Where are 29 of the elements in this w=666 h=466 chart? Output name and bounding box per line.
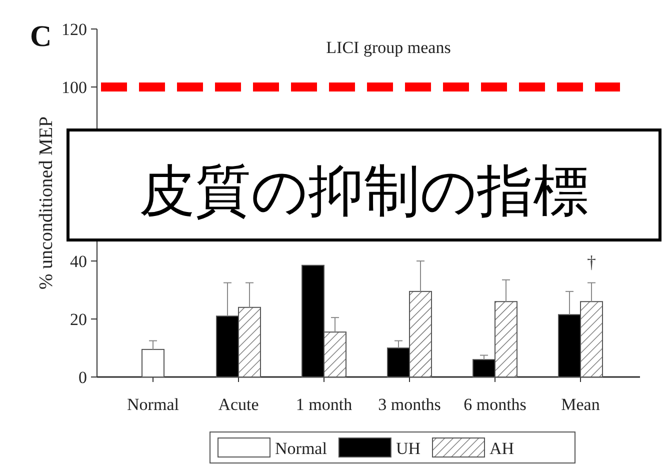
bar — [216, 316, 239, 378]
legend-label: AH — [490, 439, 514, 458]
legend-label: Normal — [275, 439, 328, 458]
y-tick-label: 0 — [78, 368, 87, 387]
banner: 皮質の抑制の指標 — [66, 128, 662, 242]
x-tick-label: Acute — [218, 395, 259, 414]
text: LICI group means — [326, 38, 451, 57]
text: C — [30, 20, 52, 53]
bar — [580, 301, 603, 378]
bar — [558, 314, 581, 378]
bar — [472, 359, 496, 378]
x-tick-label: Mean — [561, 395, 600, 414]
bar — [409, 290, 432, 378]
x-tick-label: 3 months — [378, 395, 441, 414]
bar — [387, 348, 410, 378]
bar — [238, 306, 261, 378]
y-axis-title: % unconditioned MEP — [36, 116, 57, 290]
bar — [142, 348, 164, 378]
y-tick-label: 120 — [62, 20, 87, 39]
annotation: 皮質の抑制の指標 — [139, 159, 589, 224]
x-tick-label: 6 months — [464, 395, 526, 414]
y-tick-label: 100 — [62, 78, 87, 97]
y-tick-label: 40 — [70, 252, 87, 271]
bar — [494, 301, 518, 378]
y-tick-label: 20 — [70, 310, 87, 329]
legend-label: UH — [396, 439, 420, 458]
x-tick-label: Normal — [127, 395, 180, 414]
x-tick-label: 1 month — [296, 395, 353, 414]
annotation: † — [587, 252, 596, 272]
